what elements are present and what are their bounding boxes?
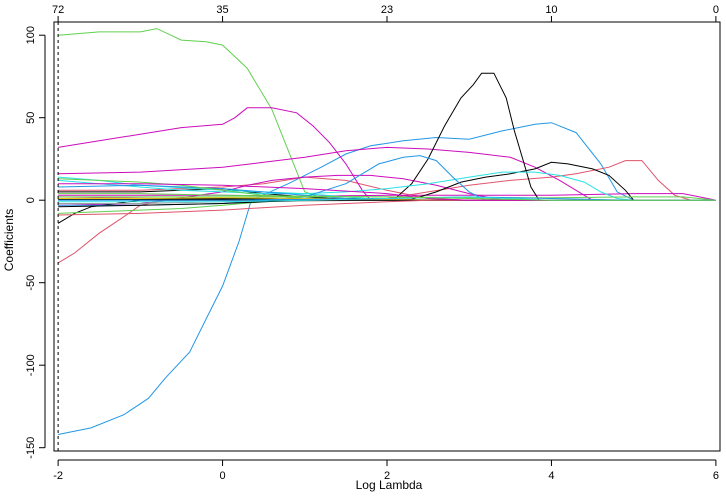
plot-frame — [53, 21, 721, 452]
x-tick-label: 2 — [384, 470, 390, 482]
series-line-12 — [58, 161, 716, 201]
x-tick-label: 4 — [548, 470, 554, 482]
series-line-6 — [58, 107, 716, 201]
y-tick-label: -50 — [25, 275, 37, 291]
series-line-7 — [58, 146, 716, 201]
top-tick-label: 10 — [545, 4, 557, 16]
series-line-1 — [58, 28, 716, 201]
series-line-16 — [58, 155, 716, 206]
series-line-28 — [58, 193, 716, 201]
series-line-20 — [58, 196, 716, 201]
x-axis-title: Log Lambda — [356, 478, 423, 492]
series-layer — [57, 28, 717, 435]
bottom-axis: -2 0 2 4 6 — [53, 459, 719, 482]
y-tick-label: 100 — [25, 26, 37, 44]
series-line-4 — [58, 160, 716, 201]
y-tick-label: 0 — [25, 197, 37, 203]
y-axis-title: Coefficients — [2, 209, 16, 271]
y-tick-label: -150 — [25, 437, 37, 459]
left-axis: -150 -100 -50 0 50 100 — [25, 26, 46, 459]
x-tick-label: -2 — [53, 470, 63, 482]
series-line-11 — [58, 72, 716, 201]
x-tick-label: 0 — [219, 470, 225, 482]
y-tick-label: -100 — [25, 354, 37, 376]
series-line-23 — [58, 199, 716, 208]
series-line-10 — [57, 199, 716, 224]
top-tick-label: 35 — [216, 4, 228, 16]
x-tick-label: 6 — [713, 470, 719, 482]
y-tick-label: 50 — [25, 112, 37, 124]
top-tick-label: 23 — [381, 4, 393, 16]
series-line-26 — [58, 183, 716, 201]
series-line-24 — [58, 199, 716, 216]
top-tick-label: 72 — [52, 4, 64, 16]
top-tick-label: 0 — [713, 4, 719, 16]
series-line-14 — [58, 171, 716, 201]
top-axis: 72 35 23 10 0 — [52, 4, 719, 23]
series-line-2 — [58, 122, 716, 435]
